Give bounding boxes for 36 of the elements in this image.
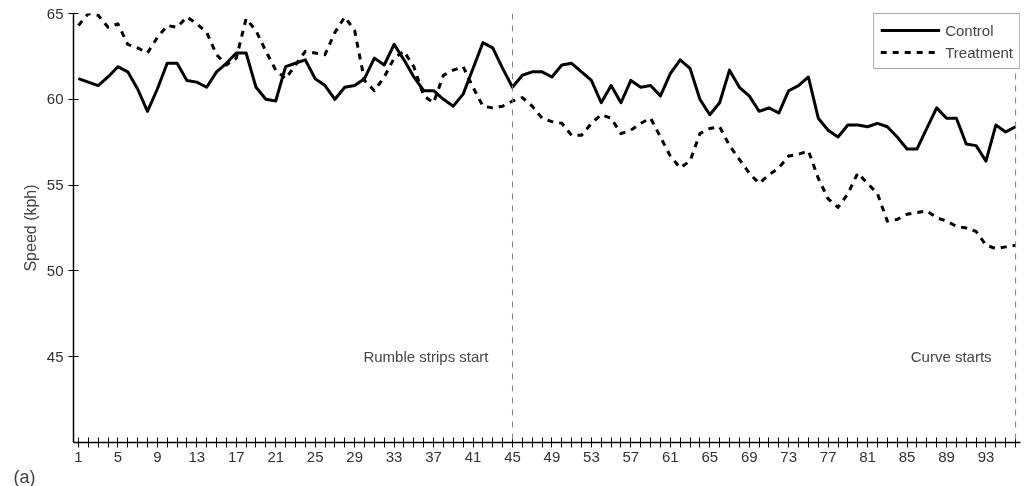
- legend-label: Treatment: [945, 43, 1013, 61]
- legend-label: Control: [945, 21, 994, 39]
- x-tick-label: 73: [780, 447, 798, 465]
- x-tick-label: 33: [385, 447, 403, 465]
- y-tick-label: 50: [46, 261, 64, 279]
- x-tick-label: 13: [188, 447, 206, 465]
- x-tick-label: 1: [74, 447, 83, 465]
- x-tick-label: 77: [819, 447, 837, 465]
- y-axis-title: Speed (kph): [21, 184, 39, 272]
- x-tick-label: 53: [583, 447, 600, 465]
- x-tick-label: 65: [701, 447, 719, 465]
- x-tick-label: 21: [267, 447, 285, 465]
- x-tick-label: 69: [740, 447, 758, 465]
- annotation: Rumble strips start: [363, 348, 490, 366]
- x-tick-label: 49: [543, 447, 561, 465]
- text: (a): [13, 466, 36, 486]
- line-series: [76, 13, 1018, 251]
- x-tick-label: 17: [227, 447, 245, 465]
- x-tick-label: 9: [153, 447, 162, 465]
- x-tick-label: 25: [306, 447, 324, 465]
- x-tick-label: 89: [938, 447, 955, 465]
- x-tick-label: 85: [898, 447, 916, 465]
- y-tick-label: 60: [46, 90, 64, 108]
- x-tick-label: 29: [346, 447, 363, 465]
- x-tick-label: 81: [859, 447, 876, 465]
- x-tick-label: 61: [661, 447, 679, 465]
- x-tick-label: 57: [622, 447, 640, 465]
- x-tick-label: 45: [504, 447, 521, 465]
- y-tick-label: 55: [46, 176, 64, 194]
- x-tick-label: 41: [464, 447, 482, 465]
- y-tick-label: 65: [46, 4, 64, 22]
- annotation: Curve starts: [910, 348, 992, 366]
- x-tick-label: 5: [113, 447, 123, 465]
- y-tick-label: 45: [46, 347, 64, 365]
- x-tick-label: 93: [977, 447, 995, 465]
- x-tick-label: 37: [425, 447, 442, 465]
